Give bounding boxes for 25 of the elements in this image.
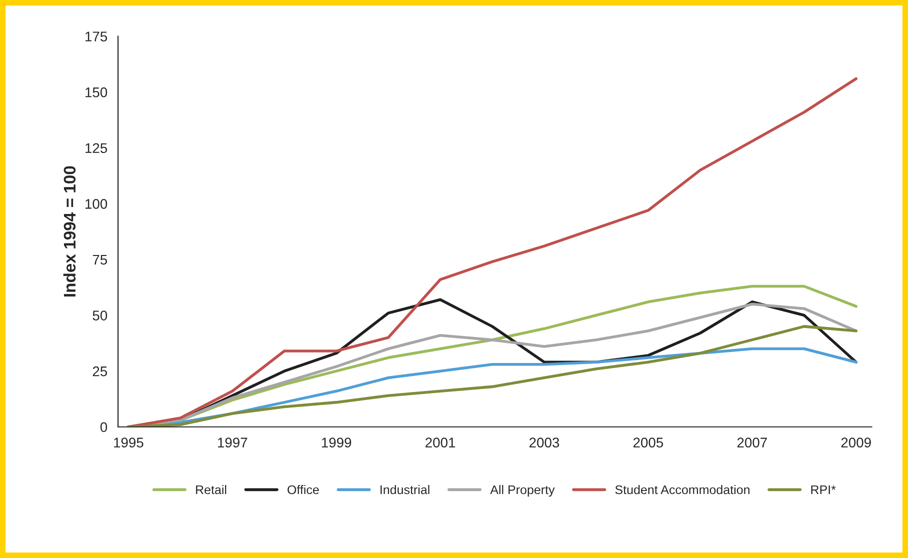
- y-tick-label: 50: [92, 310, 108, 320]
- y-tick-label: 100: [86, 199, 108, 209]
- line-series: [127, 325, 858, 427]
- x-tick-label: 1997: [218, 438, 248, 448]
- legend-label: Office: [288, 484, 319, 494]
- y-tick-label: 150: [86, 87, 108, 98]
- x-tick-label: 2009: [841, 438, 871, 448]
- legend-label: All Property: [490, 484, 555, 497]
- y-tick-label: 125: [86, 143, 108, 154]
- x-tick-label: 1995: [114, 438, 144, 448]
- y-tick-label: 75: [92, 254, 108, 265]
- y-tick-label: 25: [92, 366, 108, 376]
- legend-label: RPI*: [811, 485, 836, 494]
- legend-label: Student Accommodation: [615, 484, 750, 494]
- line-series: [127, 77, 858, 427]
- y-tick-label: 0: [100, 422, 108, 432]
- x-tick-label: 2007: [737, 438, 767, 448]
- x-tick-label: 1999: [322, 438, 352, 448]
- x-tick-label: 2005: [633, 438, 664, 448]
- x-tick-label: 2003: [529, 438, 560, 448]
- legend-label: Retail: [196, 484, 226, 494]
- y-tick-label: 175: [86, 32, 108, 42]
- legend-label: Industrial: [380, 484, 430, 494]
- y-axis-title: Index 1994 = 100: [63, 166, 76, 296]
- x-tick-label: 2001: [426, 438, 456, 448]
